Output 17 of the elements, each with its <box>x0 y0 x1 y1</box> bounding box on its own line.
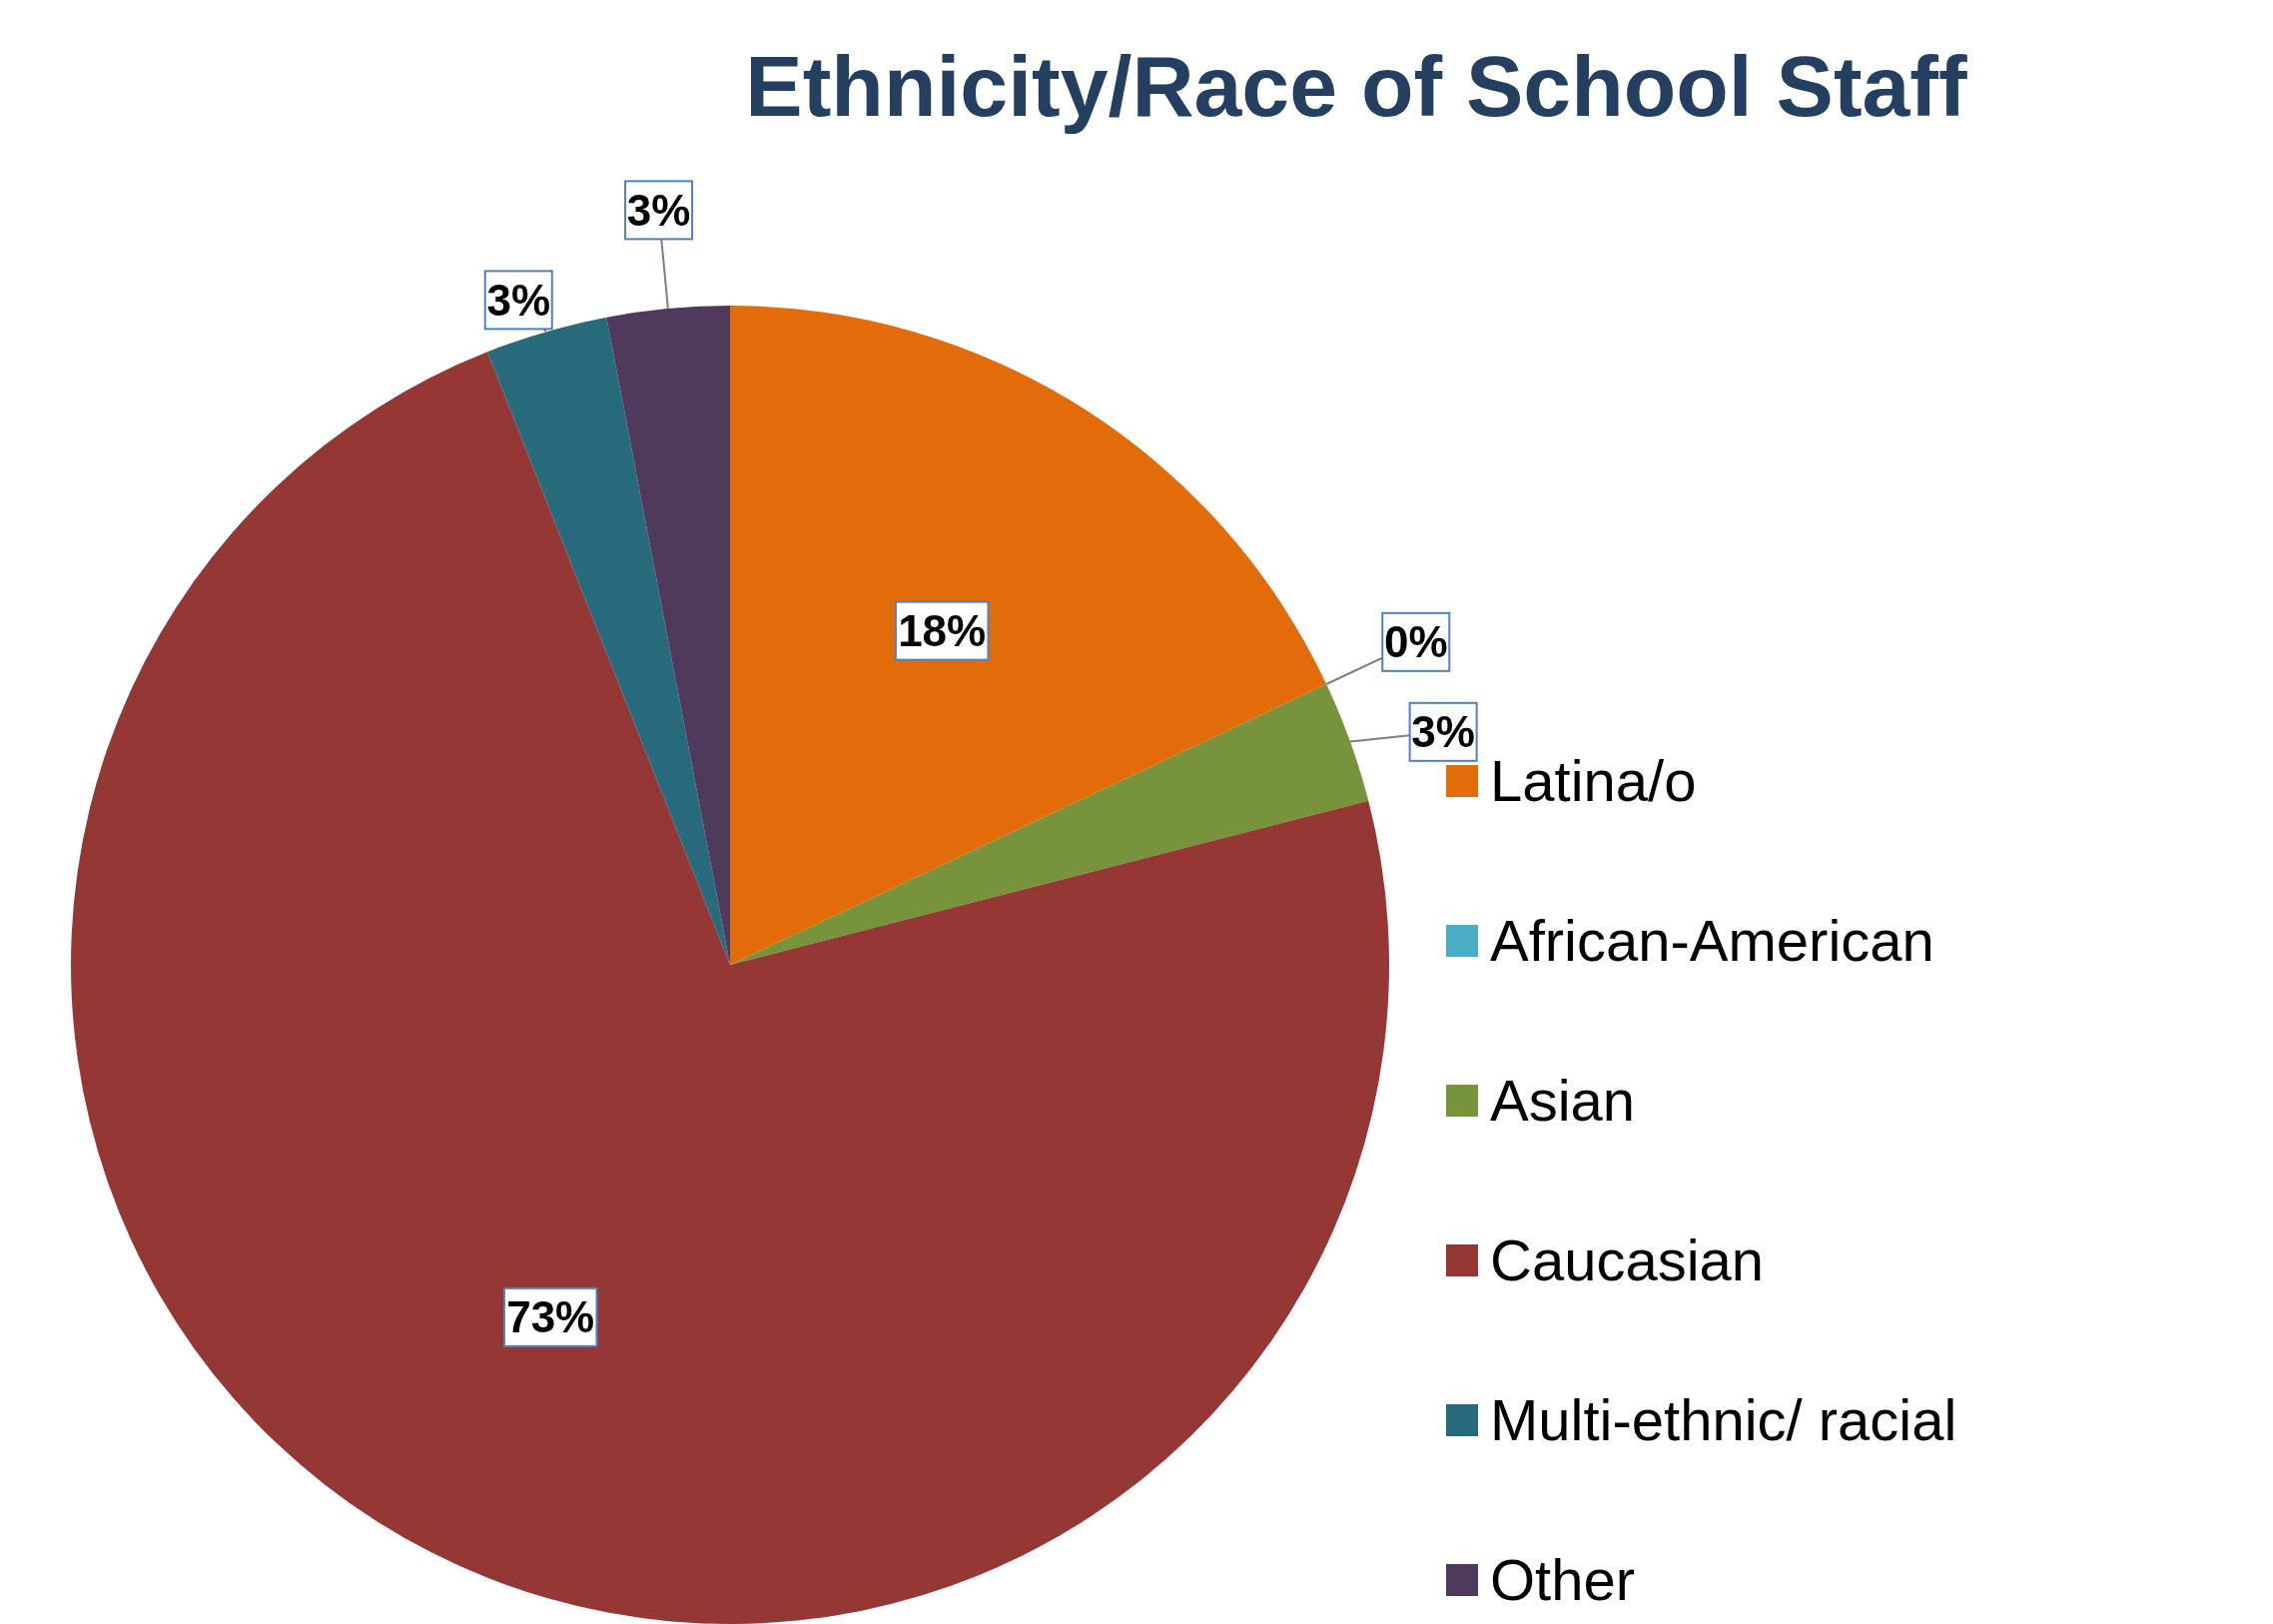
legend-label: Other <box>1490 1547 1636 1613</box>
legend-label: Asian <box>1490 1068 1636 1134</box>
text: 0% <box>1383 617 1448 667</box>
legend-label: Latina/o <box>1490 748 1697 814</box>
pie-slice <box>606 306 730 965</box>
chart-title: Ethnicity/Race of School Staff <box>745 38 1967 134</box>
legend-label: African-American <box>1490 908 1934 974</box>
pie-slice <box>487 317 730 965</box>
data-label: 73% <box>506 1292 595 1342</box>
pie-slice <box>730 683 1369 965</box>
data-label: 3% <box>626 185 691 235</box>
legend-label: Multi-ethnic/ racial <box>1490 1387 1957 1453</box>
data-label: 18% <box>898 606 987 656</box>
pie-slice <box>730 306 1327 965</box>
data-label: 3% <box>486 275 551 325</box>
legend-label: Caucasian <box>1490 1227 1765 1293</box>
data-label: 3% <box>1411 707 1475 757</box>
